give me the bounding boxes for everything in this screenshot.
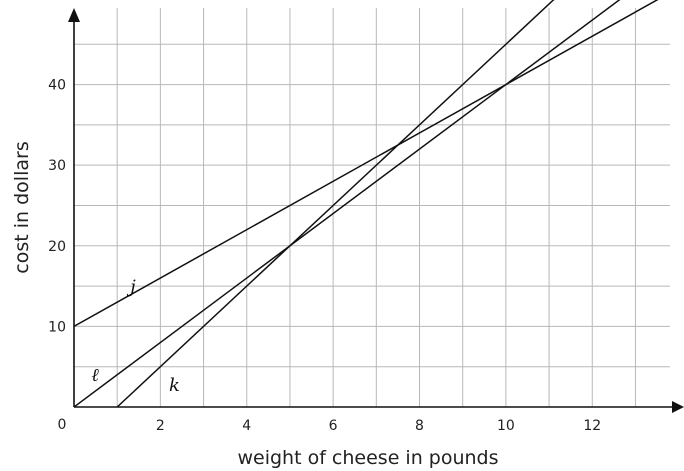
x-tick-label: 10 [497, 418, 515, 434]
x-tick-label: 4 [242, 418, 251, 434]
x-tick-label: 8 [415, 418, 424, 434]
series-lines [74, 0, 659, 407]
series-line-k [116, 0, 555, 407]
y-tick-label: 40 [48, 78, 66, 94]
y-axis-arrow-icon [68, 8, 80, 22]
axes [68, 8, 684, 413]
series-line-ℓ [74, 0, 621, 407]
series-label-ℓ: ℓ [91, 365, 99, 386]
series-label-k: k [169, 375, 180, 396]
x-tick-label: 6 [329, 418, 338, 434]
origin-label: 0 [58, 417, 67, 433]
series-line-j [74, 0, 659, 328]
y-tick-label: 20 [48, 239, 66, 255]
x-tick-label: 12 [583, 418, 601, 434]
y-axis-label: cost in dollars [11, 141, 33, 273]
x-axis-label: weight of cheese in pounds [237, 447, 498, 469]
series-label-j: j [126, 277, 136, 298]
tick-labels: 2 4 6 8 10 12 10 20 30 40 [48, 78, 601, 434]
series-labels: j ℓ k [91, 277, 180, 396]
x-tick-label: 2 [156, 418, 165, 434]
y-tick-label: 10 [48, 319, 66, 335]
x-axis-arrow-icon [672, 401, 684, 413]
grid [74, 8, 670, 407]
y-tick-label: 30 [48, 158, 66, 174]
